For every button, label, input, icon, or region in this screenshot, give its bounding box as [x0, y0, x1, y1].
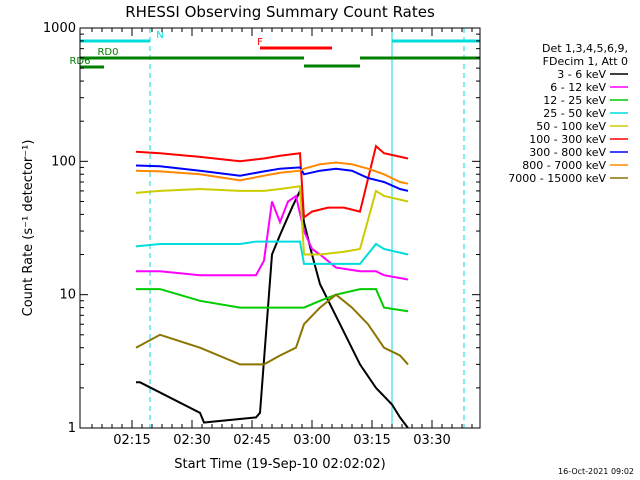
legend-entry-label: 50 - 100 keV — [536, 120, 606, 133]
legend-entry-label: 12 - 25 keV — [543, 94, 606, 107]
legend-entry-label: 100 - 300 keV — [529, 133, 606, 146]
legend-entry-label: 25 - 50 keV — [543, 107, 606, 120]
y-tick-label: 1 — [68, 421, 76, 436]
series-line-7 — [135, 161, 409, 185]
y-tick-label: 100 — [51, 154, 76, 169]
axes-frame — [79, 27, 481, 429]
x-tick-label: 02:45 — [233, 433, 270, 448]
y-tick-label: 10 — [59, 288, 76, 303]
axes: 1 10 100 1000 02:15 02:30 02:45 03:00 03:15 03:30 — [43, 21, 481, 448]
series-line-5 — [135, 144, 409, 220]
series-line-8 — [135, 293, 409, 366]
legend-entry-label: 6 - 12 keV — [550, 81, 606, 94]
legend-header: Det 1,3,4,5,6,9, — [542, 42, 628, 55]
series-line-2 — [136, 288, 409, 313]
series-line-4 — [135, 185, 409, 256]
flag-label: F — [257, 37, 263, 48]
x-axis-label: Start Time (19-Sep-10 02:02:02) — [174, 457, 385, 472]
legend-header: FDecim 1, Att 0 — [543, 55, 628, 68]
x-tick-label: 03:00 — [293, 433, 330, 448]
generation-timestamp: 16-Oct-2021 09:02 — [558, 467, 634, 476]
legend: Det 1,3,4,5,6,9,FDecim 1, Att 03 - 6 keV… — [508, 42, 628, 185]
chart-title: RHESSI Observing Summary Count Rates — [125, 3, 435, 21]
legend-entry-label: 800 - 7000 keV — [522, 159, 606, 172]
x-tick-label: 02:15 — [113, 433, 150, 448]
legend-entry-label: 300 - 800 keV — [529, 146, 606, 159]
flag-label: N — [156, 30, 163, 41]
flag-label: RD0 — [97, 47, 118, 58]
series-line-1 — [136, 194, 409, 281]
series-line-3 — [135, 240, 409, 265]
y-axis-label: Count Rate (s⁻¹ detector⁻¹) — [21, 140, 36, 317]
x-tick-label: 02:30 — [173, 433, 210, 448]
x-tick-label: 03:15 — [353, 433, 390, 448]
x-tick-label: 03:30 — [413, 433, 450, 448]
legend-entry-label: 7000 - 15000 keV — [508, 172, 606, 185]
legend-entry-label: 3 - 6 keV — [557, 68, 606, 81]
series-line-6 — [135, 164, 409, 192]
y-tick-label: 1000 — [43, 21, 76, 36]
